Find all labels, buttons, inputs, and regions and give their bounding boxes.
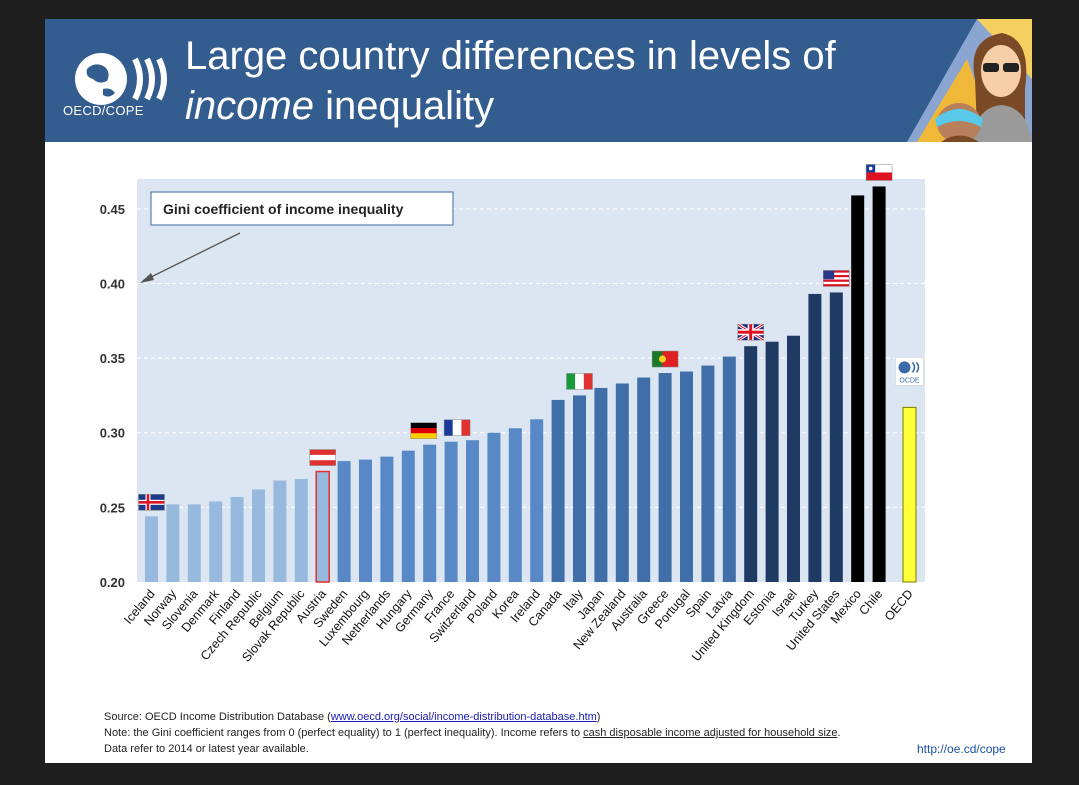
title-line-1: Large country differences in levels of <box>185 34 836 78</box>
y-axis: 0.20 0.25 0.30 0.35 0.40 0.45 <box>100 202 125 590</box>
source-line: Source: OECD Income Distribution Databas… <box>104 711 601 723</box>
iceland-flag-icon <box>138 494 165 511</box>
bar-luxembourg <box>359 459 372 582</box>
x-axis-labels: IcelandNorwaySloveniaDenmarkFinlandCzech… <box>121 586 916 664</box>
bar-france <box>444 441 458 582</box>
bar-greece <box>658 373 672 582</box>
chart-title-box <box>150 191 454 226</box>
bar-hungary <box>401 450 415 582</box>
note-underlined: cash disposable income adjusted for hous… <box>583 727 838 739</box>
germany-flag-icon <box>410 422 437 439</box>
bar-finland <box>230 496 244 582</box>
bar-united-kingdom <box>744 346 758 582</box>
footer-notes: Source: OECD Income Distribution Databas… <box>104 709 841 757</box>
logo-text: OECD/COPE <box>63 103 144 118</box>
bar-sweden <box>337 461 351 582</box>
bar-canada <box>551 399 565 582</box>
note-line: Note: the Gini coefficient ranges from 0… <box>104 727 841 739</box>
title-arrow <box>140 232 241 283</box>
france-flag-icon <box>443 419 471 436</box>
bar-czech-republic <box>252 489 265 582</box>
bar-australia <box>637 377 651 582</box>
page-title: Large country differences in levels of i… <box>185 31 836 131</box>
bar-germany <box>423 444 437 582</box>
oecd-logo <box>75 53 167 105</box>
austria-flag-icon <box>309 449 336 466</box>
chart-title: Gini coefficient of income inequality <box>163 201 404 217</box>
cope-url-link[interactable]: http://oe.cd/cope <box>917 742 1006 756</box>
x-tick-label: OECD <box>882 587 916 624</box>
oecd-badge-icon: OCDE <box>895 357 924 386</box>
bar-oecd <box>902 406 917 583</box>
bar-spain <box>701 365 715 582</box>
y-tick-label: 0.30 <box>100 426 125 441</box>
gini-bar-chart: 0.20 0.25 0.30 0.35 0.40 0.45 IcelandNorwaySl… <box>100 164 925 665</box>
title-line-2: income inequality <box>185 81 836 131</box>
bar-latvia <box>722 356 736 582</box>
bar-slovenia <box>187 504 201 582</box>
bar-slovak-republic <box>294 479 308 582</box>
y-tick-label: 0.25 <box>100 500 125 515</box>
portugal-flag-icon <box>651 350 679 368</box>
usa-flag-icon <box>823 270 850 287</box>
bar-japan <box>594 387 608 582</box>
bar-switzerland <box>466 440 479 582</box>
bar-portugal <box>680 371 693 582</box>
bar-korea <box>508 428 522 582</box>
bars <box>145 186 917 583</box>
bar-turkey <box>808 293 822 582</box>
bar-israel <box>787 335 800 582</box>
bar-united-states <box>829 292 843 582</box>
bar-poland <box>487 432 501 582</box>
italy-flag-icon <box>566 373 593 390</box>
bar-norway <box>166 504 180 582</box>
source-link[interactable]: www.oecd.org/social/income-distribution-… <box>330 711 597 723</box>
bar-italy <box>573 395 586 582</box>
y-tick-label: 0.40 <box>100 276 125 291</box>
country-flags: OCDE <box>138 164 924 511</box>
bar-estonia <box>765 341 779 582</box>
title-italic-word: income <box>185 84 314 128</box>
data-year-note: Data refer to 2014 or latest year availa… <box>104 743 309 755</box>
cartoon-people-illustration <box>907 19 1032 142</box>
bar-iceland <box>145 516 158 582</box>
uk-flag-icon <box>736 322 765 342</box>
x-tick-label: Chile <box>856 587 885 618</box>
bar-chile <box>872 186 886 583</box>
header-banner: OECD/COPE Large country differences in l… <box>45 19 1032 142</box>
slide: OECD/COPE Large country differences in l… <box>45 19 1032 763</box>
bar-new-zealand <box>615 383 629 582</box>
chile-flag-icon <box>865 164 893 181</box>
y-tick-label: 0.45 <box>100 202 125 217</box>
bar-belgium <box>273 480 287 582</box>
y-tick-label: 0.20 <box>100 575 125 590</box>
title-line-2-rest: inequality <box>313 84 495 128</box>
bar-mexico <box>851 195 865 582</box>
y-tick-label: 0.35 <box>100 351 125 366</box>
bar-netherlands <box>380 456 394 582</box>
bar-ireland <box>530 419 544 582</box>
bar-austria <box>315 470 330 583</box>
oecd-badge-text: OCDE <box>899 377 920 384</box>
bar-denmark <box>209 501 223 582</box>
